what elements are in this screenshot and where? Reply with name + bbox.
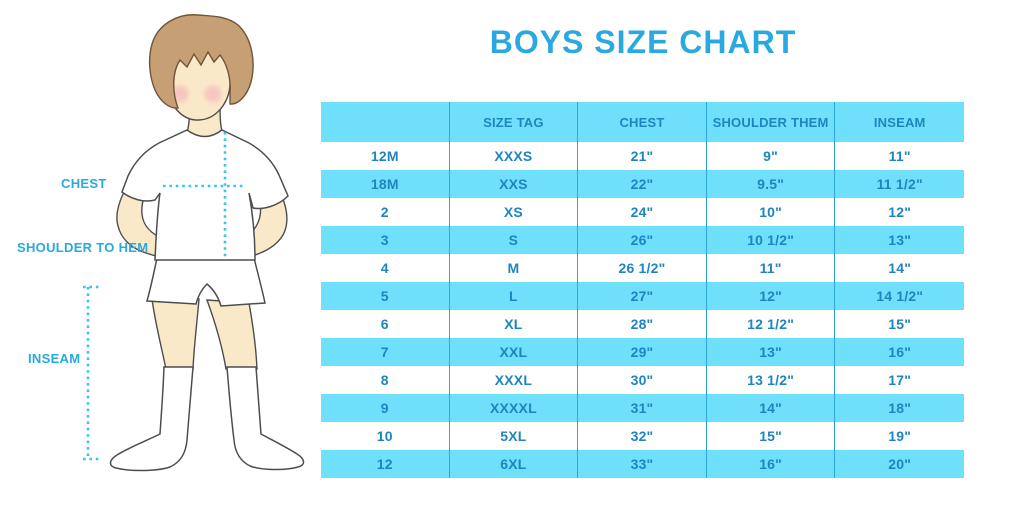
- boy-right-sock: [226, 366, 305, 471]
- table-cell: 11 1/2": [835, 170, 964, 198]
- table-cell: 19": [835, 422, 964, 450]
- table-cell: 18M: [321, 170, 450, 198]
- boy-right-leg: [205, 299, 258, 370]
- table-cell: 12": [835, 198, 964, 226]
- table-cell: 12 1/2": [706, 310, 836, 338]
- table-cell: 6: [321, 310, 450, 338]
- table-cell: 10: [321, 422, 450, 450]
- table-cell: 9.5": [706, 170, 836, 198]
- table-cell: 9": [706, 142, 836, 170]
- table-cell: XXXXL: [449, 394, 579, 422]
- table-cell: 9: [321, 394, 450, 422]
- column-header: INSEAM: [835, 102, 964, 142]
- table-cell: 16": [706, 450, 836, 478]
- table-cell: 21": [578, 142, 707, 170]
- table-cell: 11": [706, 254, 836, 282]
- table-cell: 24": [578, 198, 707, 226]
- boy-left-leg: [151, 298, 200, 370]
- table-cell: 16": [835, 338, 964, 366]
- table-cell: 13": [706, 338, 836, 366]
- table-cell: 13": [835, 226, 964, 254]
- column-header: SHOULDER THEM: [706, 102, 836, 142]
- table-cell: L: [449, 282, 579, 310]
- table-cell: 13 1/2": [706, 366, 836, 394]
- table-cell: 18": [835, 394, 964, 422]
- table-cell: 5: [321, 282, 450, 310]
- table-cell: 3: [321, 226, 450, 254]
- table-cell: 7: [321, 338, 450, 366]
- table-cell: 15": [835, 310, 964, 338]
- table-cell: 26": [578, 226, 707, 254]
- table-cell: 27": [578, 282, 707, 310]
- table-cell: 12M: [321, 142, 450, 170]
- table-cell: 15": [706, 422, 836, 450]
- chest-label: CHEST: [61, 176, 107, 191]
- boy-shirt: [121, 129, 289, 261]
- column-header: CHEST: [578, 102, 707, 142]
- table-cell: 22": [578, 170, 707, 198]
- table-cell: XXXS: [449, 142, 579, 170]
- shoulder-to-hem-label: SHOULDER TO HEM: [17, 240, 149, 255]
- table-cell: XL: [449, 310, 579, 338]
- table-cell: 4: [321, 254, 450, 282]
- table-cell: 29": [578, 338, 707, 366]
- table-cell: 11": [835, 142, 964, 170]
- table-cell: 31": [578, 394, 707, 422]
- table-cell: 30": [578, 366, 707, 394]
- table-cell: 14": [706, 394, 836, 422]
- table-cell: 20": [835, 450, 964, 478]
- table-cell: XS: [449, 198, 579, 226]
- boy-left-sock: [109, 366, 194, 472]
- table-cell: 33": [578, 450, 707, 478]
- column-header: [321, 102, 450, 142]
- table-cell: 12": [706, 282, 836, 310]
- table-cell: XXXL: [449, 366, 579, 394]
- boy-shorts: [146, 257, 266, 307]
- boy-hair: [148, 14, 254, 109]
- table-cell: 10": [706, 198, 836, 226]
- page-title: BOYS SIZE CHART: [489, 24, 797, 60]
- table-cell: 10 1/2": [706, 226, 836, 254]
- column-header: SIZE TAG: [449, 102, 579, 142]
- boy-right-cheek: [204, 85, 222, 103]
- boy-illustration: [83, 14, 305, 472]
- table-cell: 14": [835, 254, 964, 282]
- table-cell: 8: [321, 366, 450, 394]
- table-cell: 12: [321, 450, 450, 478]
- table-cell: 26 1/2": [578, 254, 707, 282]
- table-cell: S: [449, 226, 579, 254]
- inseam-label: INSEAM: [28, 351, 81, 366]
- table-cell: XXL: [449, 338, 579, 366]
- table-cell: 6XL: [449, 450, 579, 478]
- table-cell: 2: [321, 198, 450, 226]
- table-cell: 14 1/2": [835, 282, 964, 310]
- table-cell: 17": [835, 366, 964, 394]
- table-cell: 28": [578, 310, 707, 338]
- table-cell: M: [449, 254, 579, 282]
- table-cell: XXS: [449, 170, 579, 198]
- size-table: SIZE TAG CHEST SHOULDER THEM INSEAM 12M XXXS 2…: [321, 102, 964, 478]
- table-cell: 32": [578, 422, 707, 450]
- table-cell: 5XL: [449, 422, 579, 450]
